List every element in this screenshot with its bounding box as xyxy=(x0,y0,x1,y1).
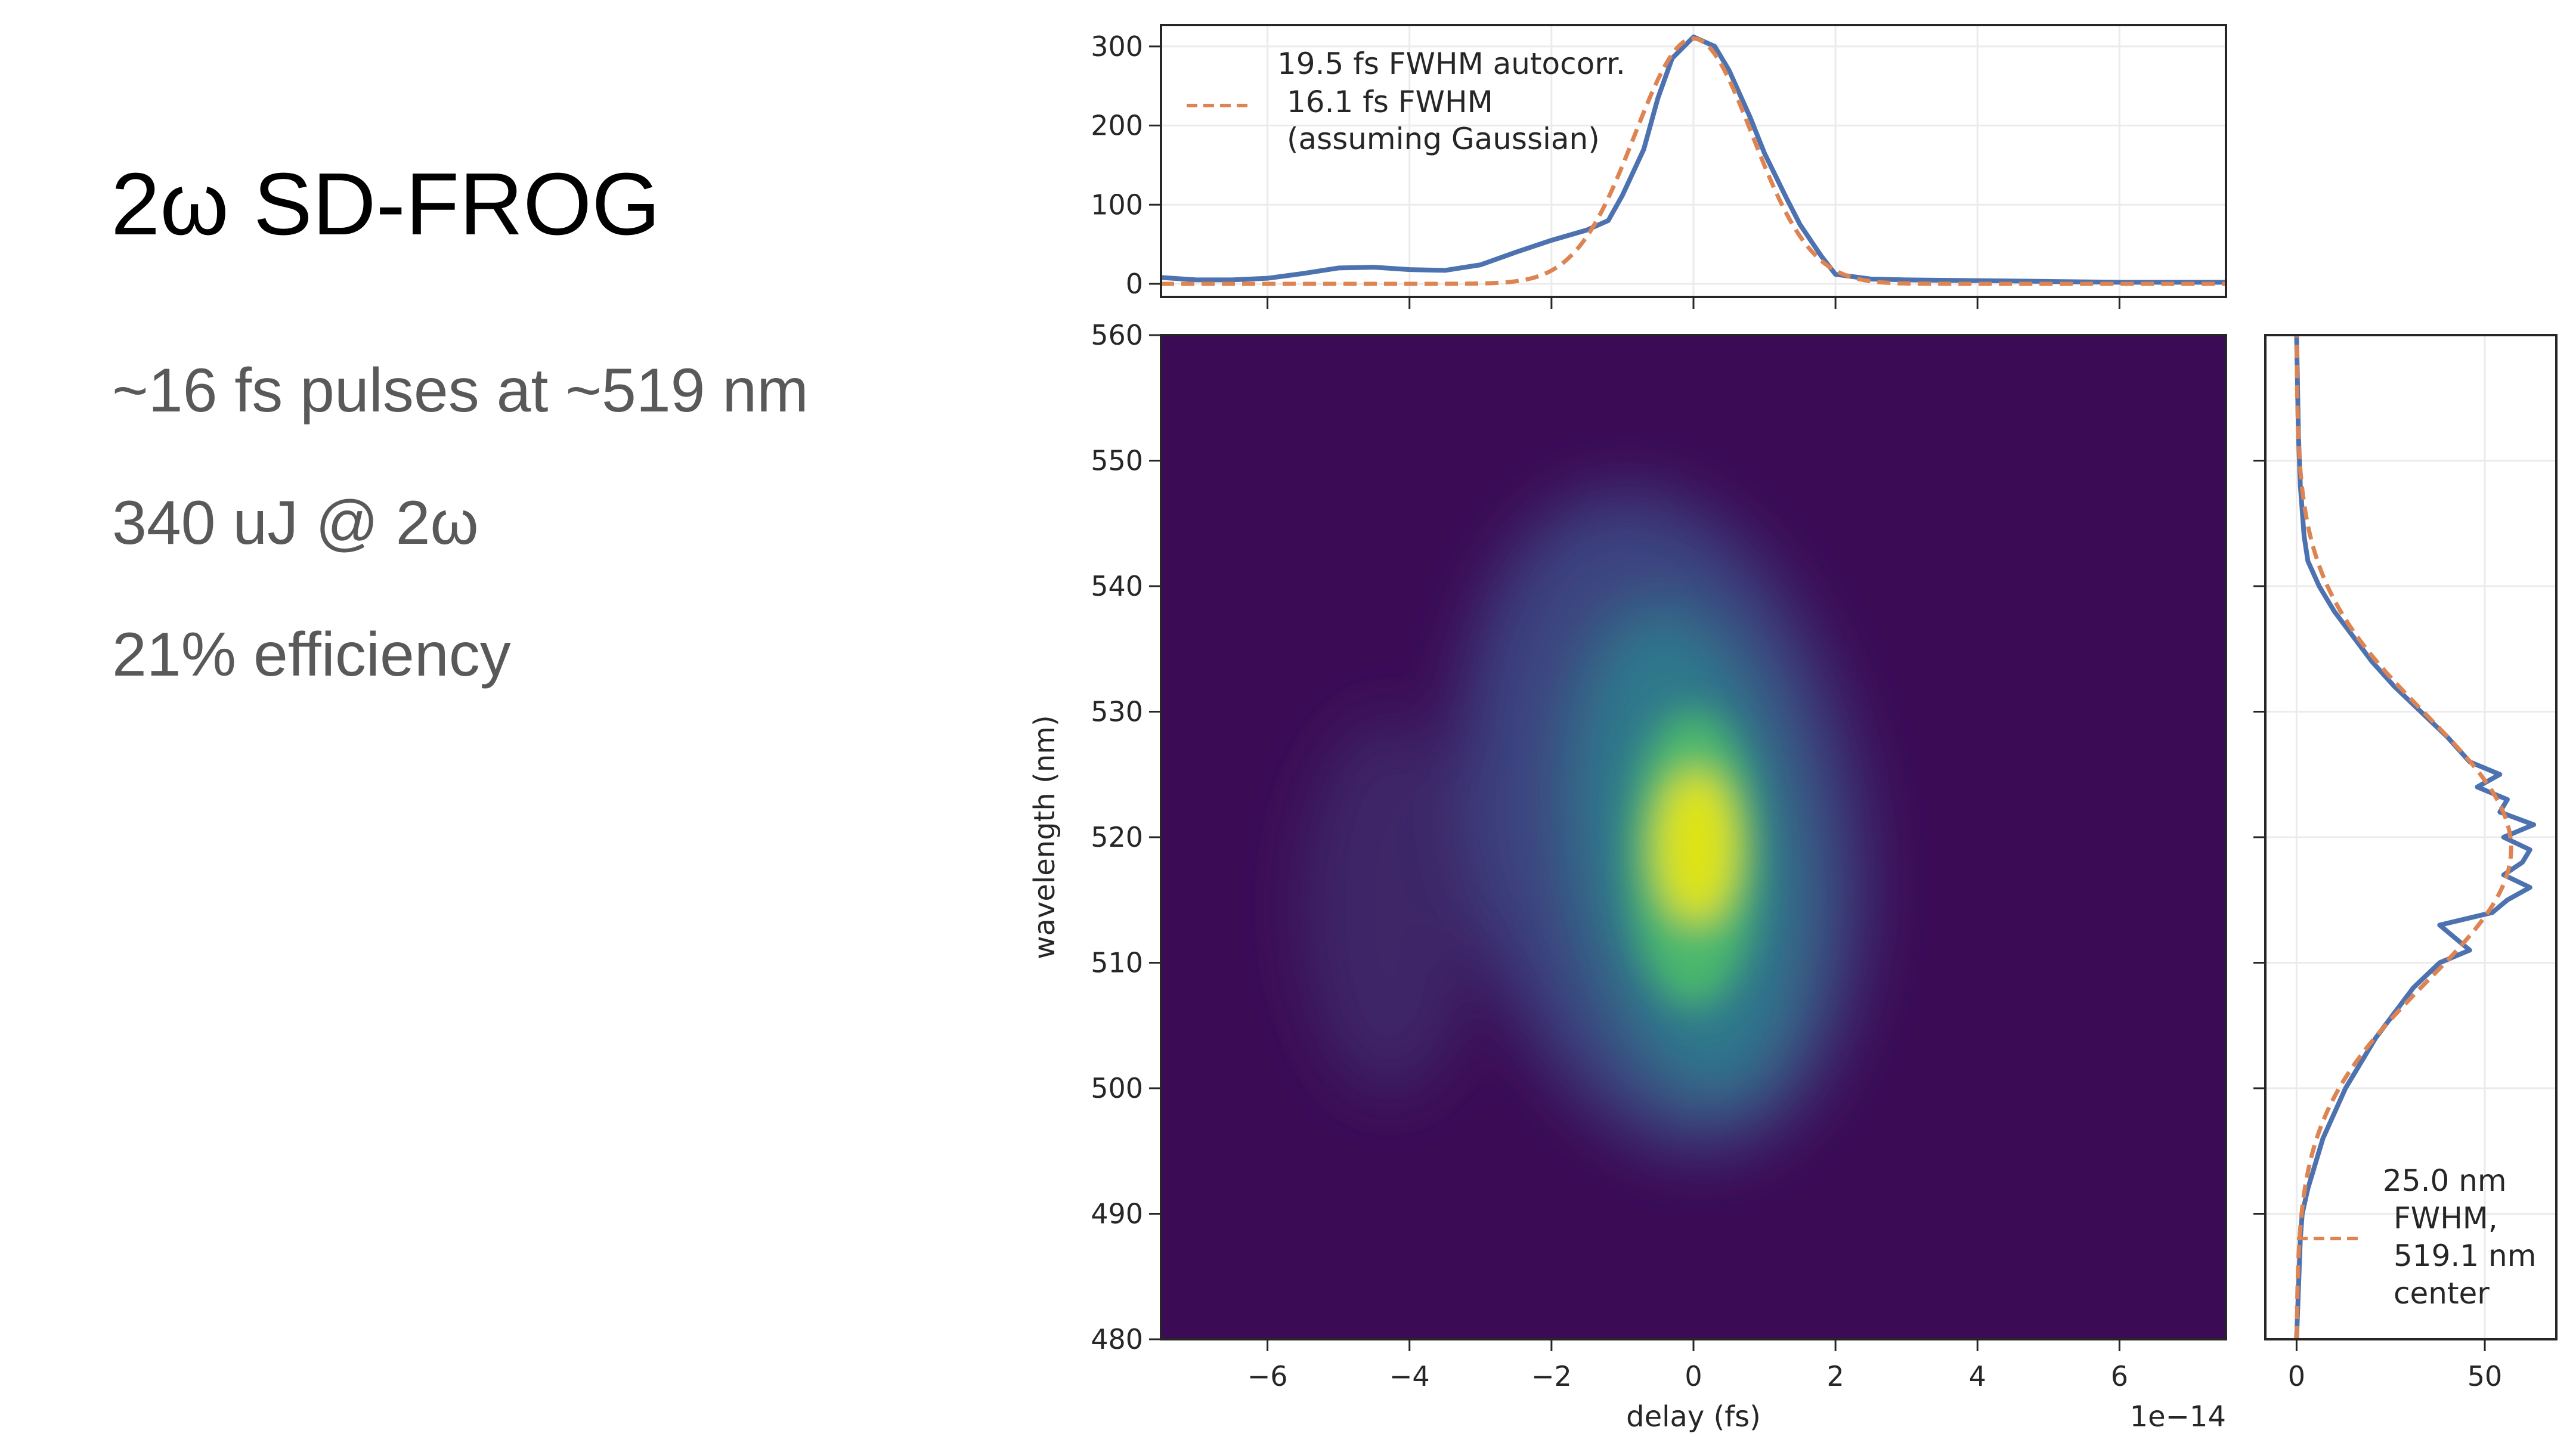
x-tick-label: 50 xyxy=(2467,1360,2503,1392)
legend-autocorr: 19.5 fs FWHM autocorr. xyxy=(1277,47,1626,81)
bullet-energy: 340 uJ @ 2ω xyxy=(112,488,479,558)
bullet-efficiency: 21% efficiency xyxy=(112,620,511,689)
y-tick-label: 510 xyxy=(1091,947,1143,979)
y-tick-label: 500 xyxy=(1091,1072,1143,1104)
spectrum-curves xyxy=(2294,335,2537,1339)
spectrum-plot: 0 50 xyxy=(2253,334,2558,1392)
measured-spectrum-line xyxy=(2294,335,2537,1339)
x-tick-label: −6 xyxy=(1247,1360,1288,1392)
spectrum-frame xyxy=(2264,334,2558,1340)
x-tick-label: 0 xyxy=(1685,1360,1702,1392)
x-tick-label: −4 xyxy=(1389,1360,1430,1392)
gaussian-fit-line xyxy=(1161,36,2226,286)
autocorrelation-plot: 0 100 200 300 xyxy=(1091,24,2227,309)
frog-trace-axes: −6 −4 −2 0 2 4 6 480 490 500 510 520 530 540 550 560 xyxy=(1091,319,2227,1392)
spectrum-legend-line3: 519.1 nm xyxy=(2394,1239,2536,1273)
y-tick-label: 520 xyxy=(1091,821,1143,853)
spectrum-legend-line1: 25.0 nm xyxy=(2383,1163,2507,1198)
spectrum-gaussian-fit-line xyxy=(2295,335,2513,1339)
spectrum-legend-line4: center xyxy=(2394,1276,2490,1311)
x-tick-label: 6 xyxy=(2111,1360,2128,1392)
y-tick-label: 480 xyxy=(1091,1323,1143,1355)
legend-fit-fwhm: 16.1 fs FWHM xyxy=(1287,85,1493,119)
bullet-pulse-duration: ~16 fs pulses at ~519 nm xyxy=(112,356,809,425)
y-tick-label: 100 xyxy=(1091,188,1143,221)
x-tick-label: 2 xyxy=(1826,1360,1844,1392)
y-axis-label: wavelength (nm) xyxy=(1028,715,1061,959)
y-tick-label: 560 xyxy=(1091,319,1143,351)
x-tick-label: −2 xyxy=(1531,1360,1572,1392)
legend-fit-note: (assuming Gaussian) xyxy=(1287,122,1600,156)
y-tick-label: 530 xyxy=(1091,696,1143,728)
x-axis-label: delay (fs) xyxy=(1626,1400,1761,1433)
y-tick-label: 200 xyxy=(1091,110,1143,142)
plot-frame xyxy=(1160,24,2227,298)
spectrum-legend-line2: FWHM, xyxy=(2394,1201,2498,1236)
y-tick-label: 550 xyxy=(1091,445,1143,477)
y-tick-label: 0 xyxy=(1126,268,1143,300)
slide-title: 2ω SD-FROG xyxy=(111,155,661,253)
x-scale-label: 1e−14 xyxy=(2130,1400,2226,1433)
x-tick-label: 4 xyxy=(1969,1360,1986,1392)
autocorrelation-curves xyxy=(1161,34,2226,286)
x-tick-label: 0 xyxy=(2288,1360,2305,1392)
heatmap xyxy=(1161,335,2226,1339)
heatmap-peak xyxy=(1655,769,1738,924)
heatmap-side-lobe xyxy=(1300,716,1479,1097)
y-tick-label: 300 xyxy=(1091,30,1143,63)
heatmap-frame xyxy=(1160,334,2227,1340)
y-tick-label: 490 xyxy=(1091,1198,1143,1230)
y-tick-label: 540 xyxy=(1091,570,1143,602)
